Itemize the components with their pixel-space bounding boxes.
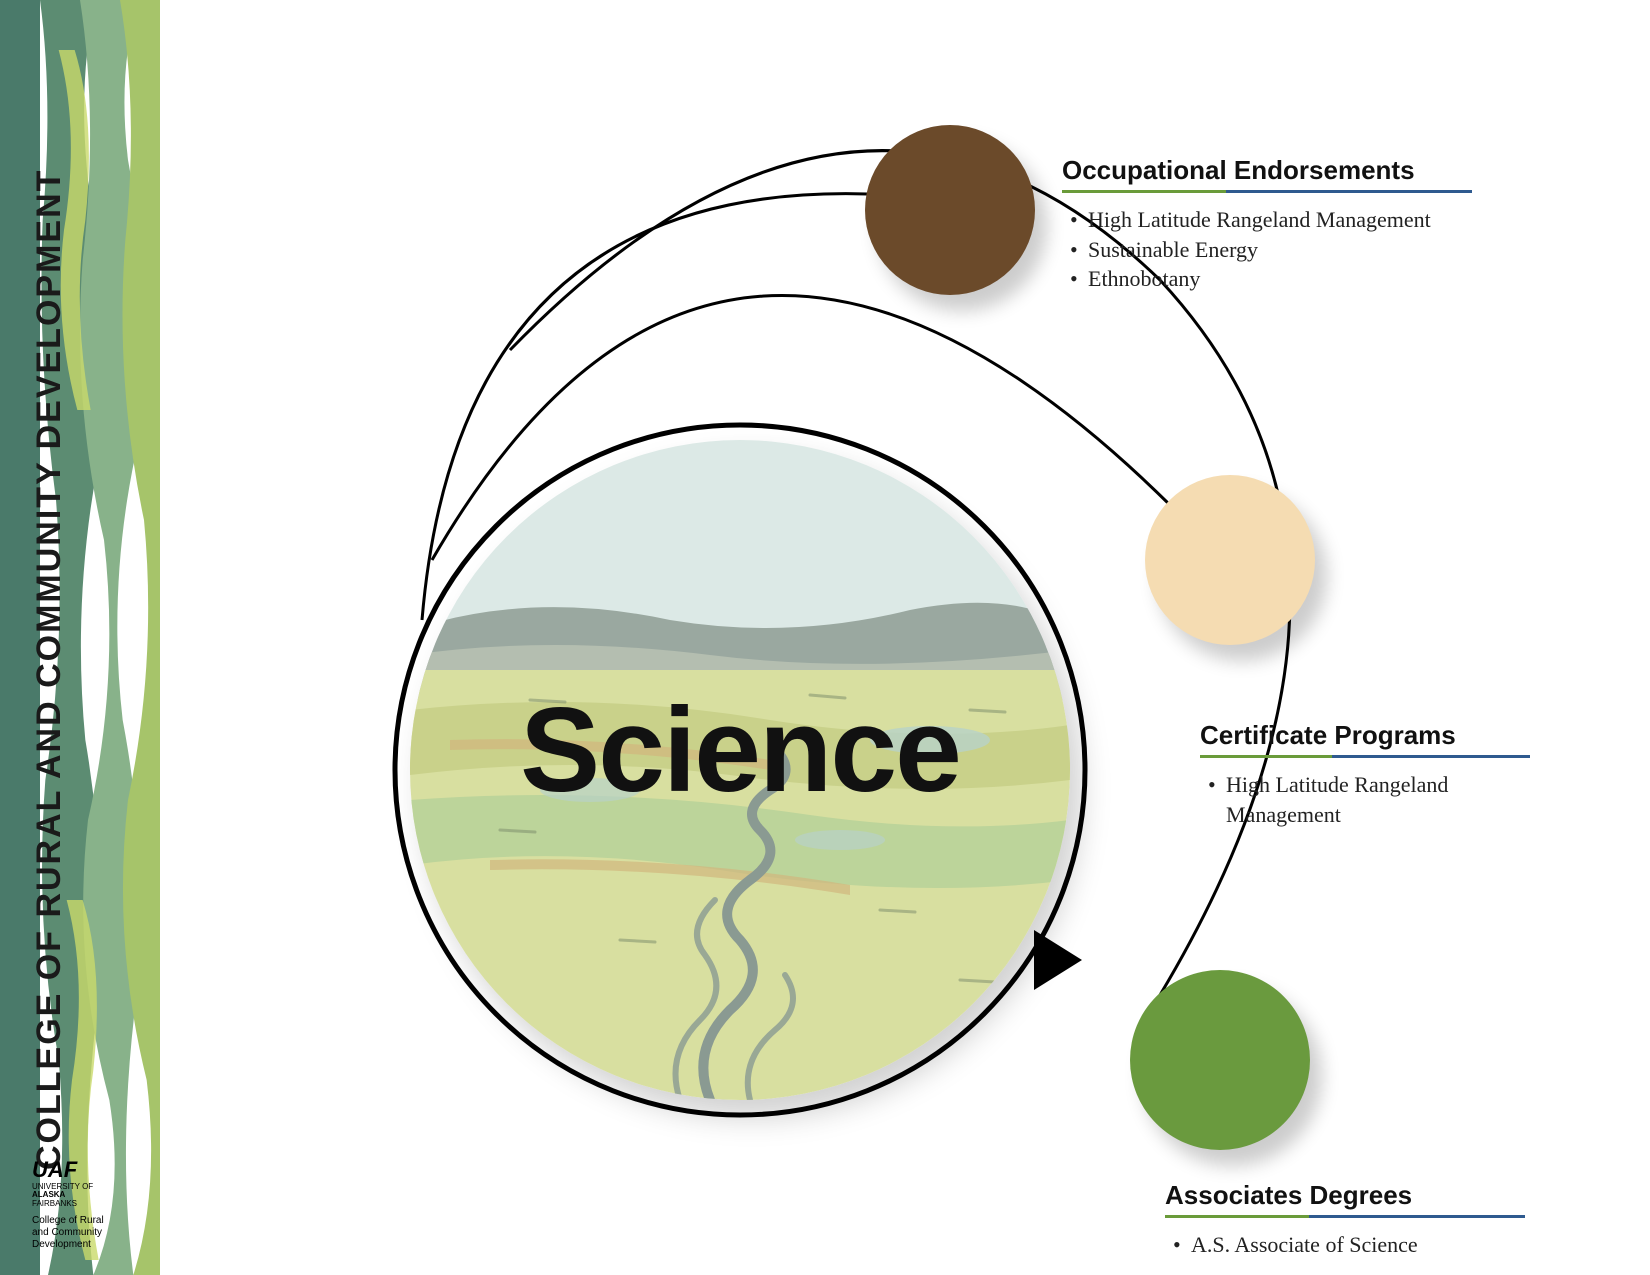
sidebar-logo: UAF UNIVERSITY OF ALASKA FAIRBANKS Colle… [32, 1159, 142, 1251]
section-associates: Associates Degrees A.S. Associate of Sci… [1165, 1180, 1525, 1260]
sidebar-stripe-art [0, 0, 160, 1275]
list-item: Sustainable Energy [1066, 235, 1472, 265]
sidebar: COLLEGE OF RURAL AND COMMUNITY DEVELOPME… [0, 0, 160, 1275]
list-item: A.S. Associate of Science [1169, 1230, 1525, 1260]
logo-uaf: UAF [32, 1159, 142, 1181]
central-title: Science [520, 681, 960, 819]
orbit-arrowhead-icon [1028, 930, 1088, 990]
logo-university: UNIVERSITY OF ALASKA FAIRBANKS [32, 1183, 142, 1209]
node-occupational [865, 125, 1035, 295]
diagram-stage: Science Occupational Endorsements High L… [160, 0, 1650, 1275]
section-occupational-title: Occupational Endorsements [1062, 155, 1472, 193]
section-occupational: Occupational Endorsements High Latitude … [1062, 155, 1472, 294]
section-occupational-list: High Latitude Rangeland Management Susta… [1062, 205, 1472, 294]
list-item: Ethnobotany [1066, 264, 1472, 294]
list-item: High Latitude Rangeland Management [1204, 770, 1530, 829]
section-certificate-list: High Latitude Rangeland Management [1200, 770, 1530, 829]
sidebar-title: COLLEGE OF RURAL AND COMMUNITY DEVELOPME… [30, 169, 69, 1170]
section-certificate: Certificate Programs High Latitude Range… [1200, 720, 1530, 829]
logo-college: College of Rural and Community Developme… [32, 1215, 142, 1251]
section-associates-list: A.S. Associate of Science [1165, 1230, 1525, 1260]
node-certificate [1145, 475, 1315, 645]
section-associates-title: Associates Degrees [1165, 1180, 1525, 1218]
node-associates [1130, 970, 1310, 1150]
list-item: High Latitude Rangeland Management [1066, 205, 1472, 235]
central-circle: Science [410, 440, 1070, 1100]
section-certificate-title: Certificate Programs [1200, 720, 1530, 758]
